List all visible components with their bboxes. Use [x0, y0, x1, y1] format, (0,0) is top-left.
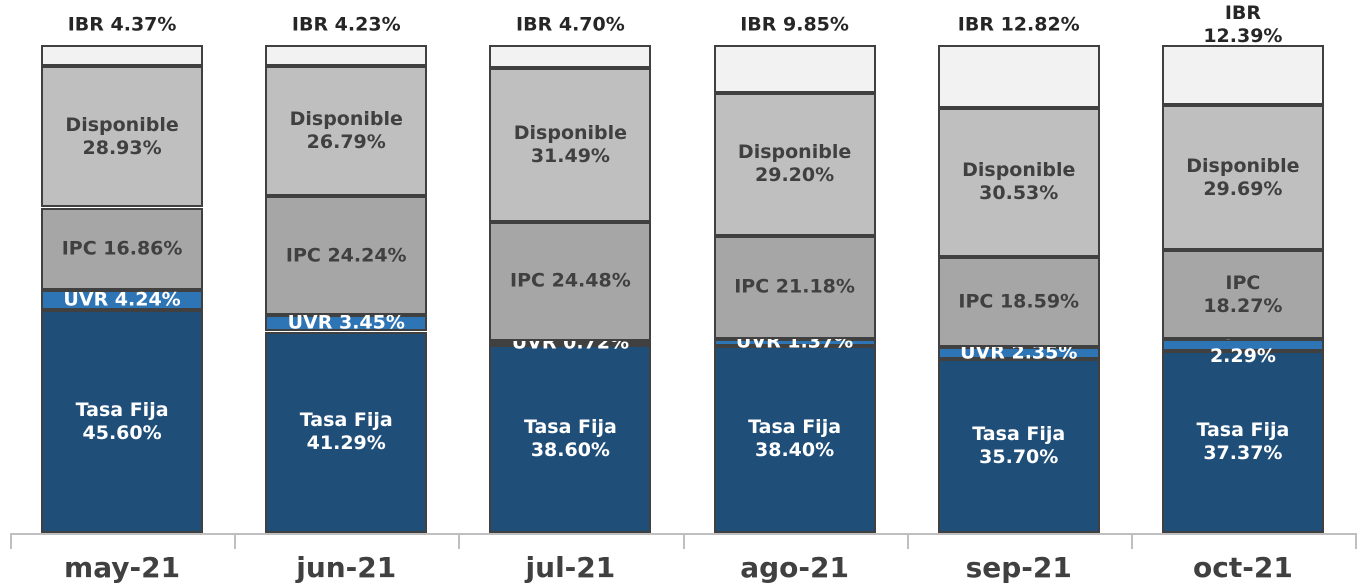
- bar-segment: [265, 65, 428, 197]
- bar-segment: [41, 289, 204, 311]
- bar-segment: [265, 45, 428, 66]
- bar-segment: [265, 196, 428, 315]
- bar-segment: [937, 107, 1100, 257]
- data-label: UVR 3.45%: [287, 311, 405, 334]
- data-label: Disponible 29.20%: [737, 141, 852, 187]
- data-label: IBR 12.82%: [957, 13, 1080, 36]
- bar-segment: [489, 344, 652, 533]
- bar-segment: [1161, 105, 1324, 251]
- axis-divider: [234, 533, 237, 549]
- data-label: IBR 4.70%: [516, 13, 625, 36]
- bar-segment: [937, 358, 1100, 533]
- x-tick-label: may-21: [64, 551, 181, 584]
- data-label: IPC 21.18%: [734, 275, 855, 298]
- bar-segment: [489, 341, 652, 346]
- axis-divider: [458, 533, 461, 549]
- axis-divider: [1130, 533, 1133, 549]
- x-tick-label: jul-21: [525, 551, 616, 584]
- bar-segment: [713, 45, 876, 94]
- bar-segment: [713, 345, 876, 533]
- data-label: IBR 9.85%: [740, 13, 849, 36]
- axis-divider: [906, 533, 909, 549]
- bar-segment: [41, 66, 204, 208]
- data-label: IPC 16.86%: [61, 237, 183, 260]
- bar-segment: [937, 347, 1100, 359]
- bar-segment: [41, 310, 204, 533]
- data-label: IBR 4.23%: [291, 13, 401, 36]
- axis-divider: [1355, 533, 1357, 549]
- bar-segment: [1161, 250, 1324, 340]
- data-label: Tasa Fija 37.37%: [1196, 418, 1290, 464]
- data-label: IPC 18.27%: [1203, 271, 1283, 317]
- axis-divider: [10, 533, 12, 549]
- axis-divider: [682, 533, 685, 549]
- x-tick-label: sep-21: [965, 551, 1072, 584]
- x-tick-label: jun-21: [296, 551, 397, 584]
- data-label: Tasa Fija 35.70%: [972, 422, 1066, 468]
- data-label: Tasa Fija 38.60%: [523, 415, 617, 461]
- data-label: Disponible 29.69%: [1186, 154, 1300, 200]
- bar-segment: [1161, 44, 1324, 106]
- bar-segment: [489, 45, 652, 68]
- bar-segment: [937, 45, 1100, 108]
- data-label: UVR 4.24%: [63, 288, 181, 311]
- bar-segment: [713, 235, 876, 339]
- bar-segment: [489, 221, 652, 342]
- data-label: Tasa Fija 45.60%: [75, 398, 169, 444]
- bar-segment: [489, 67, 652, 222]
- data-label: Disponible 30.53%: [962, 159, 1076, 205]
- bar-segment: [937, 256, 1100, 348]
- data-label: IPC 24.48%: [510, 269, 631, 292]
- bar-segment: [1161, 350, 1324, 533]
- x-tick-label: ago-21: [740, 551, 849, 584]
- data-label: IPC 24.24%: [285, 244, 407, 267]
- bar-segment: [713, 93, 876, 236]
- data-label: IBR 4.37%: [67, 13, 177, 36]
- bar-segment: [265, 331, 428, 533]
- data-label: Tasa Fija 41.29%: [299, 409, 393, 455]
- bar-segment: [41, 45, 204, 67]
- x-tick-label: oct-21: [1193, 551, 1293, 584]
- data-label: Disponible 26.79%: [289, 108, 403, 153]
- bar-segment: [1161, 339, 1324, 351]
- bar-segment: [41, 207, 204, 290]
- data-label: Disponible 31.49%: [513, 121, 628, 167]
- data-label: Tasa Fija 38.40%: [748, 416, 842, 462]
- bar-segment: [713, 338, 876, 346]
- bar-segment: [265, 314, 428, 332]
- data-label: Disponible 28.93%: [65, 113, 179, 159]
- data-label: IPC 18.59%: [958, 290, 1080, 313]
- data-label: IBR 12.39%: [1203, 1, 1283, 47]
